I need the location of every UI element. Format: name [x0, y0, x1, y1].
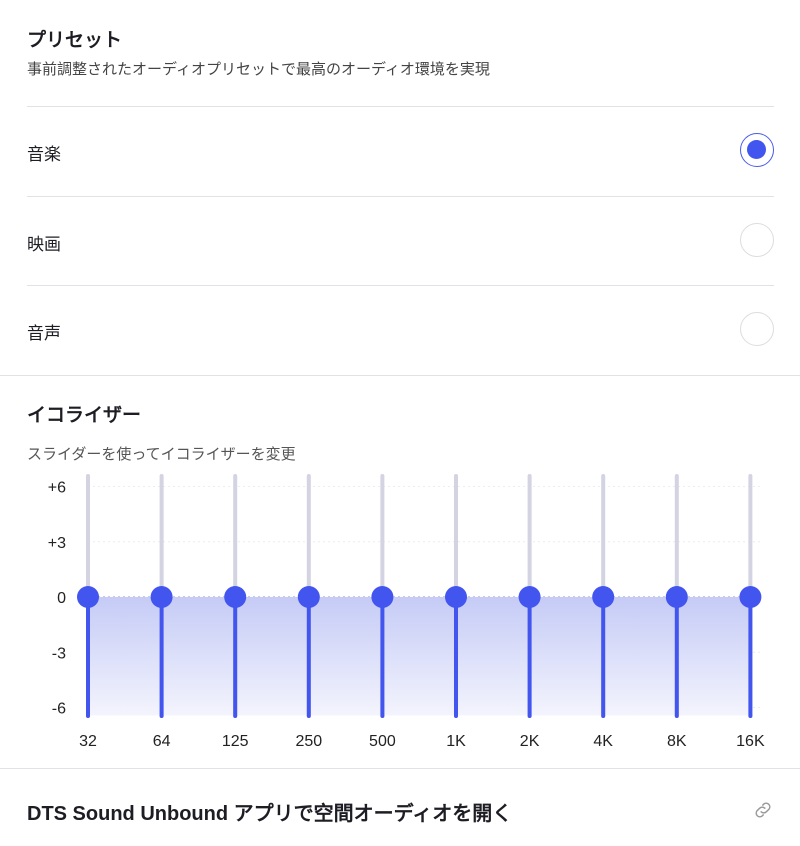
- preset-label: 音声: [27, 324, 61, 344]
- preset-option-music[interactable]: 音楽: [27, 106, 774, 195]
- equalizer-subtitle: スライダーを使ってイコライザーを変更: [27, 445, 296, 463]
- x-tick-label: 2K: [520, 733, 540, 750]
- x-tick-label: 8K: [667, 733, 687, 750]
- x-tick-label: 32: [79, 733, 97, 750]
- divider: [0, 768, 800, 769]
- x-tick-label: 4K: [593, 733, 613, 750]
- slider-handle[interactable]: [297, 586, 320, 608]
- y-tick-label: +6: [48, 480, 66, 497]
- x-tick-label: 16K: [736, 733, 765, 750]
- preset-label: 音楽: [27, 145, 61, 165]
- slider-handle[interactable]: [445, 586, 467, 608]
- x-tick-label: 125: [222, 733, 249, 750]
- preset-option-movie[interactable]: 映画: [27, 196, 774, 285]
- x-tick-label: 64: [153, 733, 171, 750]
- slider-handle[interactable]: [224, 586, 247, 608]
- radio-button[interactable]: [740, 133, 774, 167]
- slider-handle[interactable]: [592, 586, 615, 608]
- y-tick-label: -6: [52, 701, 66, 718]
- presets-header: プリセット 事前調整されたオーディオプリセットで最高のオーディオ環境を実現: [27, 25, 490, 79]
- x-tick-label: 500: [369, 733, 396, 750]
- y-tick-label: +3: [48, 535, 66, 552]
- preset-option-voice[interactable]: 音声: [27, 285, 774, 374]
- radio-button[interactable]: [740, 312, 774, 346]
- y-tick-label: -3: [52, 645, 66, 662]
- slider-handle[interactable]: [77, 586, 99, 608]
- divider: [0, 375, 800, 376]
- slider-handle[interactable]: [150, 586, 173, 608]
- slider-handle[interactable]: [665, 586, 688, 608]
- equalizer-title: イコライザー: [27, 404, 142, 426]
- equalizer-header: イコライザー スライダーを使ってイコライザーを変更: [27, 400, 296, 464]
- x-tick-label: 250: [295, 733, 322, 750]
- radio-button[interactable]: [740, 223, 774, 257]
- presets-title: プリセット: [27, 29, 123, 51]
- x-tick-label: 1K: [446, 733, 466, 750]
- slider-handle[interactable]: [371, 586, 394, 608]
- preset-label: 映画: [27, 235, 61, 255]
- slider-handle[interactable]: [518, 586, 541, 608]
- dts-app-link[interactable]: DTS Sound Unbound アプリで空間オーディオを開く: [27, 797, 774, 825]
- eq-curve-fill: [88, 597, 751, 716]
- presets-subtitle: 事前調整されたオーディオプリセットで最高のオーディオ環境を実現: [27, 60, 490, 78]
- slider-handle[interactable]: [739, 586, 762, 608]
- y-tick-label: 0: [57, 590, 66, 607]
- dts-link-label: DTS Sound Unbound アプリで空間オーディオを開く: [27, 803, 513, 825]
- link-icon[interactable]: [752, 799, 774, 821]
